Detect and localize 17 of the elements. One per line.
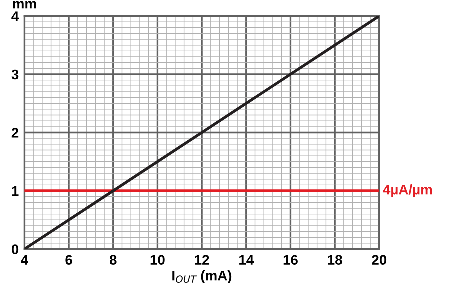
x-tick-label: 6 <box>66 255 72 266</box>
x-tick-label: 4 <box>21 255 28 265</box>
x-tick-label: 12 <box>195 255 210 265</box>
ref-line-label: 4µA/µm <box>383 184 432 198</box>
y-tick-label: 1 <box>12 186 19 196</box>
x-tick-label: 14 <box>240 255 254 265</box>
y-tick-label: 4 <box>12 12 20 22</box>
x-tick-label: 20 <box>372 255 387 266</box>
y-tick-label: 0 <box>12 244 19 254</box>
x-tick-label: 18 <box>328 255 342 266</box>
x-tick-label: 16 <box>284 255 298 266</box>
y-tick-label: 2 <box>12 128 19 138</box>
y-axis-title: mm <box>13 1 36 9</box>
x-tick-label: 8 <box>110 255 117 266</box>
x-tick-label: 10 <box>150 255 165 266</box>
x-axis-title: I$_{OUT}$ (mA) <box>172 270 232 284</box>
y-tick-label: 3 <box>12 70 19 80</box>
